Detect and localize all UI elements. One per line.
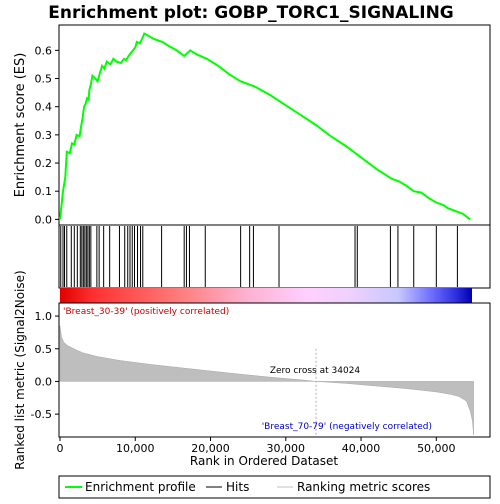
zero-cross-label: Zero cross at 34024 [270,366,361,376]
es-panel: 0.0 0.1 0.2 0.3 0.4 0.5 0.6 Enrichment score (… [13,24,491,226]
es-y-ticks: 0.0 0.1 0.2 0.3 0.4 0.5 0.6 [35,44,59,226]
x-axis-label: Rank in Ordered Dataset [190,454,338,468]
legend-ranking-label: Ranking metric scores [297,480,430,494]
x-tick-label: 0 [57,442,64,455]
es-y-tick-label: 0.2 [35,157,53,170]
ranking-y-tick-label: 0.5 [35,343,53,356]
es-y-tick-label: 0.3 [35,129,53,142]
es-y-tick-label: 0.6 [35,44,53,57]
hits-panel-frame [58,224,491,289]
x-tick-label: 40,000 [342,442,381,455]
ranking-y-ticks: -0.5 0.0 0.5 1.0 [31,310,59,421]
ranking-y-tick-label: 1.0 [35,310,53,323]
positive-correlation-label: 'Breast_30-39' (positively correlated) [63,307,229,317]
negative-correlation-label: 'Breast_70-79' (negatively correlated) [262,422,432,432]
hit-lines [60,226,458,287]
ranking-panel: -0.5 0.0 0.5 1.0 0 10,000 20,000 30,000 40,000 5… [13,270,491,470]
x-tick-label: 30,000 [267,442,306,455]
ranking-y-tick-label: 0.0 [35,375,53,388]
x-tick-label: 50,000 [417,442,456,455]
x-tick-label: 20,000 [191,442,230,455]
ranking-x-ticks: 0 10,000 20,000 30,000 40,000 50,000 [57,437,456,455]
legend-hits-label: Hits [226,480,249,494]
ranking-metric-area [59,325,474,436]
ranking-color-bar [60,288,472,303]
es-y-tick-label: 0.0 [35,213,53,226]
es-profile-line [59,32,471,221]
chart-title: Enrichment plot: GOBP_TORC1_SIGNALING [48,3,454,23]
legend-box [58,475,491,499]
legend-enrichment-label: Enrichment profile [85,480,196,494]
x-tick-label: 10,000 [116,442,155,455]
ranking-y-tick-label: -0.5 [31,408,52,421]
es-y-tick-label: 0.1 [35,185,53,198]
ranking-y-axis-label: Ranked list metric (Signal2Noise) [13,270,27,469]
hits-panel [58,224,491,303]
es-y-tick-label: 0.5 [35,73,53,86]
es-y-tick-label: 0.4 [35,101,53,114]
es-y-axis-label: Enrichment score (ES) [13,53,28,198]
legend: Enrichment profile Hits Ranking metric s… [58,475,491,499]
